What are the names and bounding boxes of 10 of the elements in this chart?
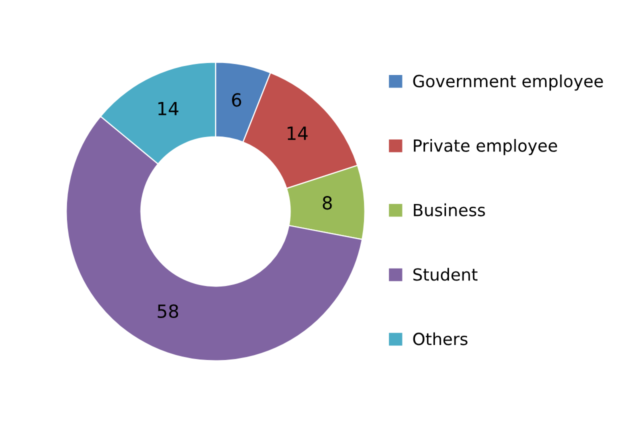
data-label: 58	[158, 304, 178, 318]
legend-label: Government employee	[413, 74, 603, 91]
legend-label: Business	[414, 203, 485, 216]
data-label: 6	[232, 93, 242, 107]
legend-label: Private employee	[414, 138, 558, 156]
legend-label: Student	[413, 268, 478, 281]
data-label: 14	[158, 102, 178, 116]
legend-label: Others	[413, 332, 468, 346]
data-label: 8	[322, 196, 332, 210]
data-label: 14	[288, 126, 308, 140]
